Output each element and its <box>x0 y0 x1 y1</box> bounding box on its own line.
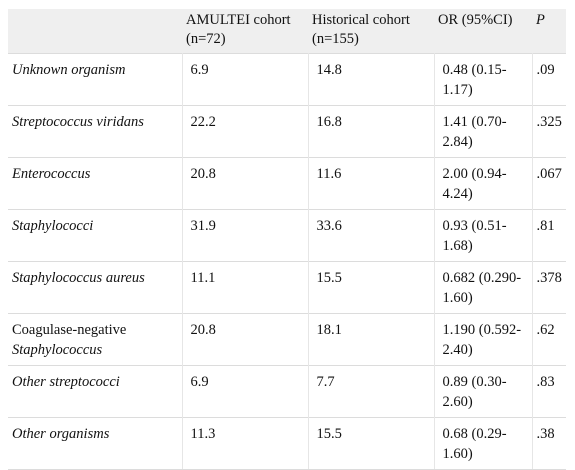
cell-organism: Enterococcus <box>8 157 183 210</box>
header-historical-cohort: Historical cohort (n=155) <box>312 12 410 47</box>
header-odds-ratio: OR (95%CI) <box>438 12 513 28</box>
cell-odds-ratio: 0.48 (0.15-1.17) <box>434 53 533 106</box>
cell-p-value: .09 <box>532 53 566 106</box>
cell-amultei: 20.8 <box>182 313 309 366</box>
cell-odds-ratio: 0.682 (0.290-1.60) <box>434 261 533 314</box>
cell-p-value: .378 <box>532 261 566 314</box>
table-row: Other streptococci 6.9 7.7 0.89 (0.30-2.… <box>8 365 566 418</box>
organism-name: Unknown organism <box>12 62 126 78</box>
cell-historical: 33.6 <box>308 209 435 262</box>
cell-organism: Staphylococcus aureus <box>8 261 183 314</box>
cell-amultei: 22.2 <box>182 105 309 158</box>
organism-name: Enterococcus <box>12 166 91 182</box>
cell-historical: 14.8 <box>308 53 435 106</box>
cell-odds-ratio: 0.93 (0.51-1.68) <box>434 209 533 262</box>
organism-name: Staphylococci <box>12 218 94 234</box>
organism-name: Streptococcus viridans <box>12 114 144 130</box>
header-organism <box>8 9 182 54</box>
cell-amultei: 6.9 <box>182 53 309 106</box>
cell-odds-ratio: 1.41 (0.70-2.84) <box>434 105 533 158</box>
table-body: Unknown organism 6.9 14.8 0.48 (0.15-1.1… <box>8 53 566 470</box>
organism-name: Staphylococcus aureus <box>12 270 145 286</box>
header-row: AMULTEI cohort (n=72) Historical cohort … <box>8 9 566 54</box>
organism-prefix: Coagulase-negative <box>12 322 127 338</box>
table-row: Enterococcus 20.8 11.6 2.00 (0.94-4.24) … <box>8 157 566 210</box>
cell-organism: Coagulase-negative Staphylococcus <box>8 313 183 366</box>
organism-name: Other organisms <box>12 426 110 442</box>
header-p-value: P <box>536 12 545 28</box>
organism-results-table: AMULTEI cohort (n=72) Historical cohort … <box>8 9 566 470</box>
results-table-container: AMULTEI cohort (n=72) Historical cohort … <box>8 9 566 470</box>
cell-p-value: .38 <box>532 417 566 470</box>
organism-name: Staphylococcus <box>12 342 103 358</box>
cell-historical: 16.8 <box>308 105 435 158</box>
cell-amultei: 11.3 <box>182 417 309 470</box>
cell-p-value: .83 <box>532 365 566 418</box>
cell-organism: Staphylococci <box>8 209 183 262</box>
cell-amultei: 31.9 <box>182 209 309 262</box>
cell-historical: 18.1 <box>308 313 435 366</box>
table-row: Other organisms 11.3 15.5 0.68 (0.29-1.6… <box>8 417 566 470</box>
cell-historical: 15.5 <box>308 261 435 314</box>
cell-odds-ratio: 2.00 (0.94-4.24) <box>434 157 533 210</box>
cell-organism: Unknown organism <box>8 53 183 106</box>
table-row: Staphylococci 31.9 33.6 0.93 (0.51-1.68)… <box>8 209 566 262</box>
cell-amultei: 6.9 <box>182 365 309 418</box>
cell-historical: 7.7 <box>308 365 435 418</box>
table-row: Coagulase-negative Staphylococcus 20.8 1… <box>8 313 566 366</box>
table-row: Staphylococcus aureus 11.1 15.5 0.682 (0… <box>8 261 566 314</box>
cell-organism: Streptococcus viridans <box>8 105 183 158</box>
cell-p-value: .067 <box>532 157 566 210</box>
table-row: Streptococcus viridans 22.2 16.8 1.41 (0… <box>8 105 566 158</box>
cell-p-value: .81 <box>532 209 566 262</box>
cell-odds-ratio: 1.190 (0.592-2.40) <box>434 313 533 366</box>
cell-amultei: 20.8 <box>182 157 309 210</box>
cell-organism: Other streptococci <box>8 365 183 418</box>
table-header: AMULTEI cohort (n=72) Historical cohort … <box>8 9 566 54</box>
cell-historical: 11.6 <box>308 157 435 210</box>
cell-organism: Other organisms <box>8 417 183 470</box>
cell-p-value: .62 <box>532 313 566 366</box>
cell-historical: 15.5 <box>308 417 435 470</box>
cell-amultei: 11.1 <box>182 261 309 314</box>
cell-odds-ratio: 0.89 (0.30-2.60) <box>434 365 533 418</box>
cell-p-value: .325 <box>532 105 566 158</box>
organism-name: Other streptococci <box>12 374 120 390</box>
header-amultei-cohort: AMULTEI cohort (n=72) <box>186 12 291 47</box>
cell-odds-ratio: 0.68 (0.29-1.60) <box>434 417 533 470</box>
table-row: Unknown organism 6.9 14.8 0.48 (0.15-1.1… <box>8 53 566 106</box>
